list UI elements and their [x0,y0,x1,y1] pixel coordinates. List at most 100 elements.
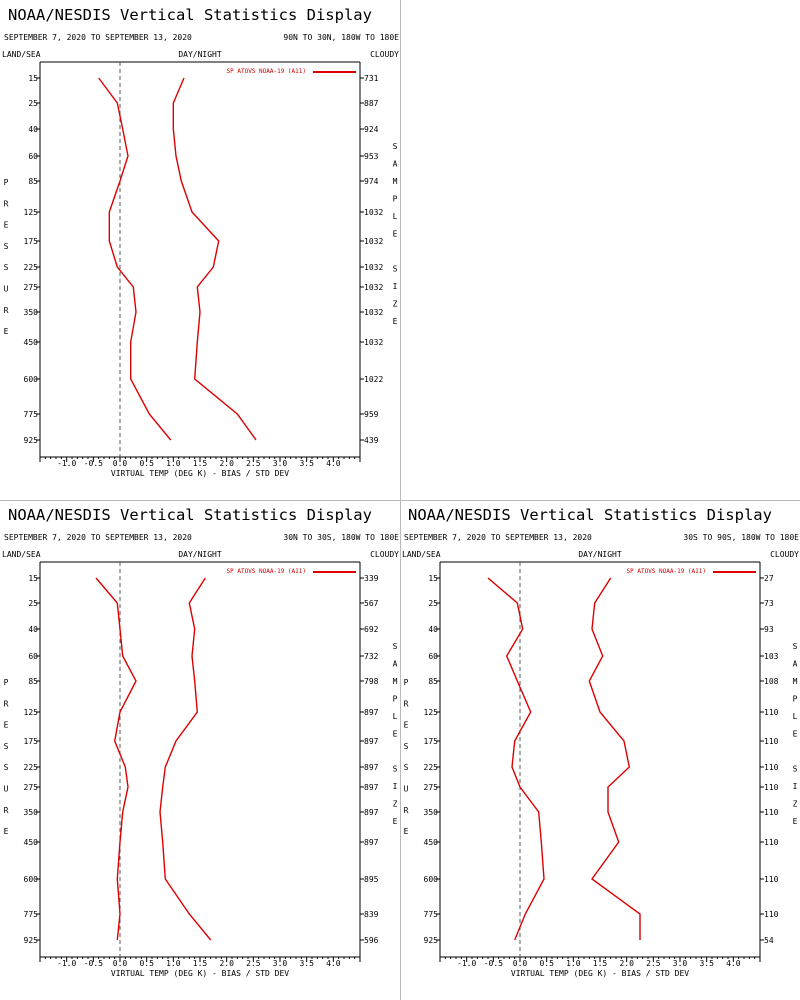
date-range: SEPTEMBER 7, 2020 TO SEPTEMBER 13, 2020 [4,533,192,542]
pressure-tick-label: 15 [428,574,438,583]
legend-label: SP ATOVS NOAA-19 (A11) [227,68,306,75]
sample-size-label: 959 [364,410,379,419]
sample-axis-letter: L [793,712,798,721]
pressure-axis-letter: U [4,285,9,294]
pressure-axis-letter: R [404,806,409,815]
pressure-axis-letter: E [404,721,409,730]
pressure-tick-label: 125 [24,708,39,717]
pressure-tick-label: 350 [24,308,39,317]
sample-axis-letter: S [393,765,398,774]
chart-svg: NOAA/NESDIS Vertical Statistics Display S… [2,6,399,478]
sample-size-label: 897 [364,737,379,746]
chart-panel-tropics: NOAA/NESDIS Vertical Statistics Display S… [0,500,400,1000]
pressure-axis-letter: P [4,178,9,187]
date-range: SEPTEMBER 7, 2020 TO SEPTEMBER 13, 2020 [4,33,192,42]
sample-axis-letter: P [393,195,398,204]
sample-axis-letter: S [393,265,398,274]
sample-axis-letter: S [793,765,798,774]
pressure-axis-letter: S [4,242,9,251]
sample-axis-letter: A [393,160,398,169]
x-tick-label: 3.0 [273,959,288,968]
chart-title: NOAA/NESDIS Vertical Statistics Display [8,506,372,524]
sample-size-label: 731 [364,74,379,83]
pressure-tick-label: 15 [28,74,38,83]
pressure-tick-label: 40 [428,625,438,634]
sample-axis-letter: E [393,730,398,739]
chart-panel-south: NOAA/NESDIS Vertical Statistics Display S… [400,500,800,1000]
x-tick-label: 0.0 [113,959,128,968]
pressure-tick-label: 125 [424,708,439,717]
sample-size-label: 732 [364,652,379,661]
region-label: 30N TO 30S, 180W TO 180E [283,533,399,542]
std-dev-series-line [588,577,641,940]
x-tick-label: 3.5 [299,459,314,468]
sample-size-label: 103 [764,652,779,661]
x-tick-label: 0.0 [513,959,528,968]
sample-axis-letter: I [793,782,798,791]
x-tick-label: 2.0 [219,959,234,968]
pressure-axis-letter: S [404,763,409,772]
x-tick-label: 0.5 [539,959,554,968]
pressure-axis-letter: R [404,699,409,708]
pressure-axis-letter: E [4,327,9,336]
pressure-axis-letter: S [4,742,9,751]
bias-series-line [95,577,137,941]
sample-axis-letter: M [393,677,398,686]
x-tick-label: 2.0 [619,959,634,968]
pressure-axis-letter: P [404,678,409,687]
pressure-tick-label: 775 [424,910,439,919]
x-tick-label: 0.5 [139,459,154,468]
sample-axis-letter: E [793,817,798,826]
pressure-tick-label: 175 [24,237,39,246]
sample-size-label: 110 [764,875,779,884]
pressure-tick-label: 350 [24,808,39,817]
pressure-tick-label: 175 [424,737,439,746]
pressure-axis-letter: P [4,678,9,687]
x-axis-label: VIRTUAL TEMP (DEG K) - BIAS / STD DEV [111,469,289,478]
pressure-tick-label: 450 [24,838,39,847]
pressure-tick-label: 25 [428,599,438,608]
sample-axis-letter: E [793,730,798,739]
bias-series-line [98,77,172,441]
sample-size-label: 73 [764,599,774,608]
sample-axis-letter: M [393,177,398,186]
sample-size-label: 1032 [364,283,383,292]
pressure-tick-label: 925 [424,936,439,945]
x-tick-label: 4.0 [326,959,341,968]
x-axis-label: VIRTUAL TEMP (DEG K) - BIAS / STD DEV [511,969,689,978]
sample-size-label: 339 [364,574,379,583]
pressure-tick-label: 60 [28,152,38,161]
chart-title: NOAA/NESDIS Vertical Statistics Display [408,506,772,524]
pressure-axis-letter: E [404,827,409,836]
sample-size-label: 439 [364,436,379,445]
x-tick-label: -0.5 [484,959,503,968]
sample-size-label: 110 [764,737,779,746]
sample-size-label: 692 [364,625,379,634]
sample-axis-letter: A [793,660,798,669]
x-tick-label: 2.5 [646,959,661,968]
pressure-tick-label: 15 [28,574,38,583]
x-tick-label: 0.0 [113,459,128,468]
horizontal-divider [0,500,800,501]
x-tick-label: 1.5 [593,959,608,968]
pressure-tick-label: 85 [28,177,38,186]
legend-label: SP ATOVS NOAA-19 (A11) [227,568,306,575]
sample-axis-letter: A [393,660,398,669]
sample-axis-letter: E [393,317,398,326]
chart-svg: NOAA/NESDIS Vertical Statistics Display S… [2,506,399,978]
pressure-tick-label: 600 [24,875,39,884]
x-tick-label: 4.0 [726,959,741,968]
x-tick-label: 2.0 [219,459,234,468]
x-tick-label: 2.5 [246,959,261,968]
pressure-tick-label: 225 [24,763,39,772]
pressure-tick-label: 40 [28,125,38,134]
sample-axis-letter: M [793,677,798,686]
sample-axis-letter: E [393,230,398,239]
x-tick-label: -0.5 [84,459,103,468]
pressure-tick-label: 225 [24,263,39,272]
sample-size-label: 1032 [364,338,383,347]
x-tick-label: 3.0 [273,459,288,468]
sample-size-label: 1032 [364,208,383,217]
sample-size-label: 839 [364,910,379,919]
bias-series-line [487,577,545,941]
